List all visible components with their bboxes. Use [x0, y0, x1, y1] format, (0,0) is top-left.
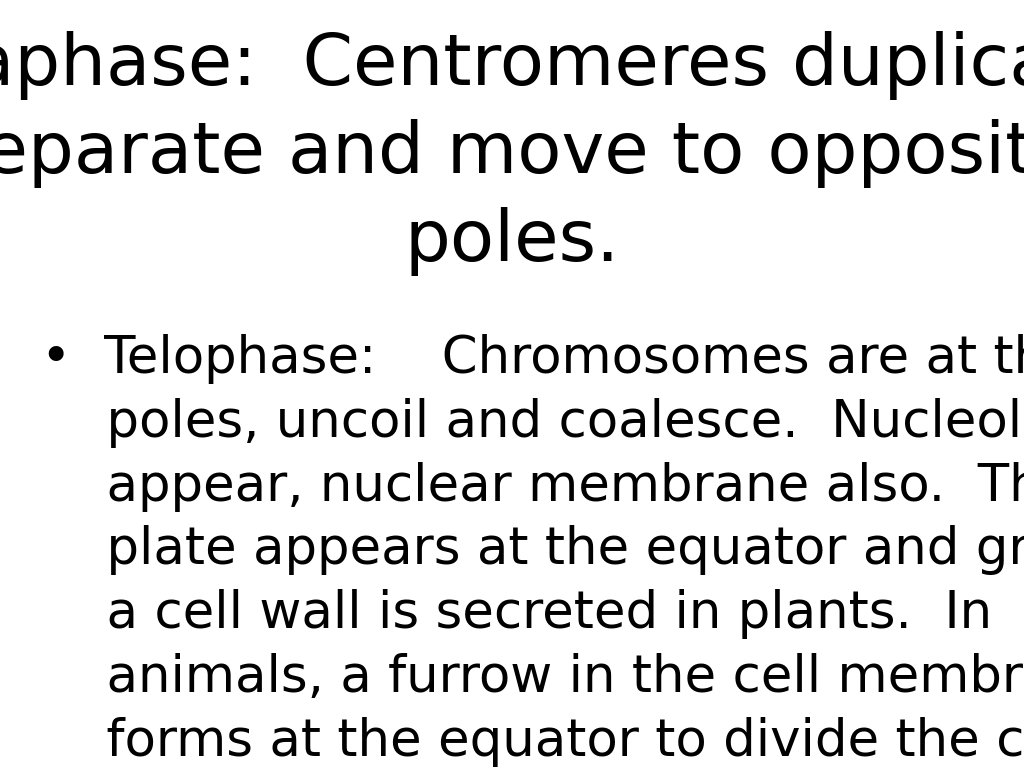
- Text: separate and move to opposite: separate and move to opposite: [0, 119, 1024, 188]
- Text: forms at the equator to divide the cell.: forms at the equator to divide the cell.: [41, 717, 1024, 766]
- Text: Anaphase:  Centromeres duplicate,: Anaphase: Centromeres duplicate,: [0, 31, 1024, 100]
- Text: animals, a furrow in the cell membrane: animals, a furrow in the cell membrane: [41, 653, 1024, 703]
- Text: poles.: poles.: [404, 207, 620, 276]
- Text: a cell wall is secreted in plants.  In: a cell wall is secreted in plants. In: [41, 589, 992, 639]
- Text: poles, uncoil and coalesce.  Nucleolus: poles, uncoil and coalesce. Nucleolus: [41, 398, 1024, 448]
- Text: •  Telophase:    Chromosomes are at the: • Telophase: Chromosomes are at the: [41, 334, 1024, 384]
- Text: plate appears at the equator and gradually: plate appears at the equator and gradual…: [41, 525, 1024, 575]
- Text: appear, nuclear membrane also.  The cell: appear, nuclear membrane also. The cell: [41, 462, 1024, 511]
